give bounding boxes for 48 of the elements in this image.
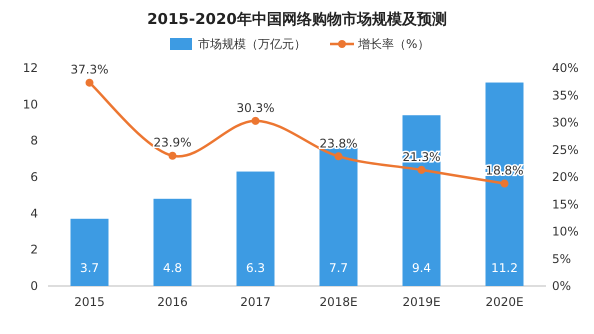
x-tick-label: 2018E (319, 295, 358, 309)
point (252, 116, 260, 125)
point (500, 180, 508, 188)
y-tick-label: 4 (30, 206, 38, 220)
y2-tick-label: 35% (552, 88, 579, 102)
y2-tick-label: 20% (552, 170, 579, 184)
data-label: 7.7 (328, 261, 348, 275)
y-tick-label: 2 (30, 242, 38, 257)
x-tick-label: 2015 (74, 295, 105, 309)
legend-label: 增长率（%） (357, 37, 430, 51)
y-tick-label: 12 (22, 61, 38, 75)
y2-tick-label: 5% (552, 252, 572, 266)
y2-tick-label: 40% (552, 61, 579, 75)
x-tick-label: 2016 (157, 295, 188, 309)
data-label: 4.8 (162, 261, 182, 275)
data-label: 3.7 (80, 261, 100, 275)
bar (236, 172, 274, 286)
bar (70, 218, 108, 286)
y2-tick-label: 0% (552, 279, 572, 293)
y-tick-label: 6 (30, 170, 38, 184)
data-label: 11.2 (491, 261, 518, 275)
bar (402, 115, 440, 286)
chart-title: 2015-2020年中国网络购物市场规模及预测 (147, 10, 447, 28)
point (418, 166, 426, 174)
y-tick-label: 0 (30, 279, 38, 293)
y2-tick-label: 30% (552, 116, 579, 130)
x-tick-label: 2020E (485, 295, 524, 309)
data-label: 6.3 (246, 261, 266, 275)
legend-label: 市场规模（万亿元） (198, 37, 306, 51)
y2-tick-label: 15% (552, 197, 579, 212)
data-label: 18.8% (485, 164, 524, 178)
bar (154, 198, 192, 286)
y2-tick-label: 10% (552, 224, 579, 238)
x-tick-label: 2017 (240, 295, 271, 309)
x-tick-label: 2019E (402, 295, 441, 309)
y-tick-label: 8 (30, 134, 38, 148)
data-label: 23.9% (153, 136, 192, 150)
bar (486, 82, 524, 286)
y2-tick-label: 25% (552, 142, 579, 157)
y-tick-label: 10 (22, 97, 38, 112)
point (86, 78, 94, 87)
point (168, 152, 176, 160)
point (334, 152, 342, 160)
bar (320, 146, 358, 286)
data-label: 9.4 (412, 261, 432, 275)
data-label: 30.3% (236, 100, 275, 115)
data-label: 21.3% (402, 150, 441, 164)
data-label: 37.3% (70, 62, 109, 77)
